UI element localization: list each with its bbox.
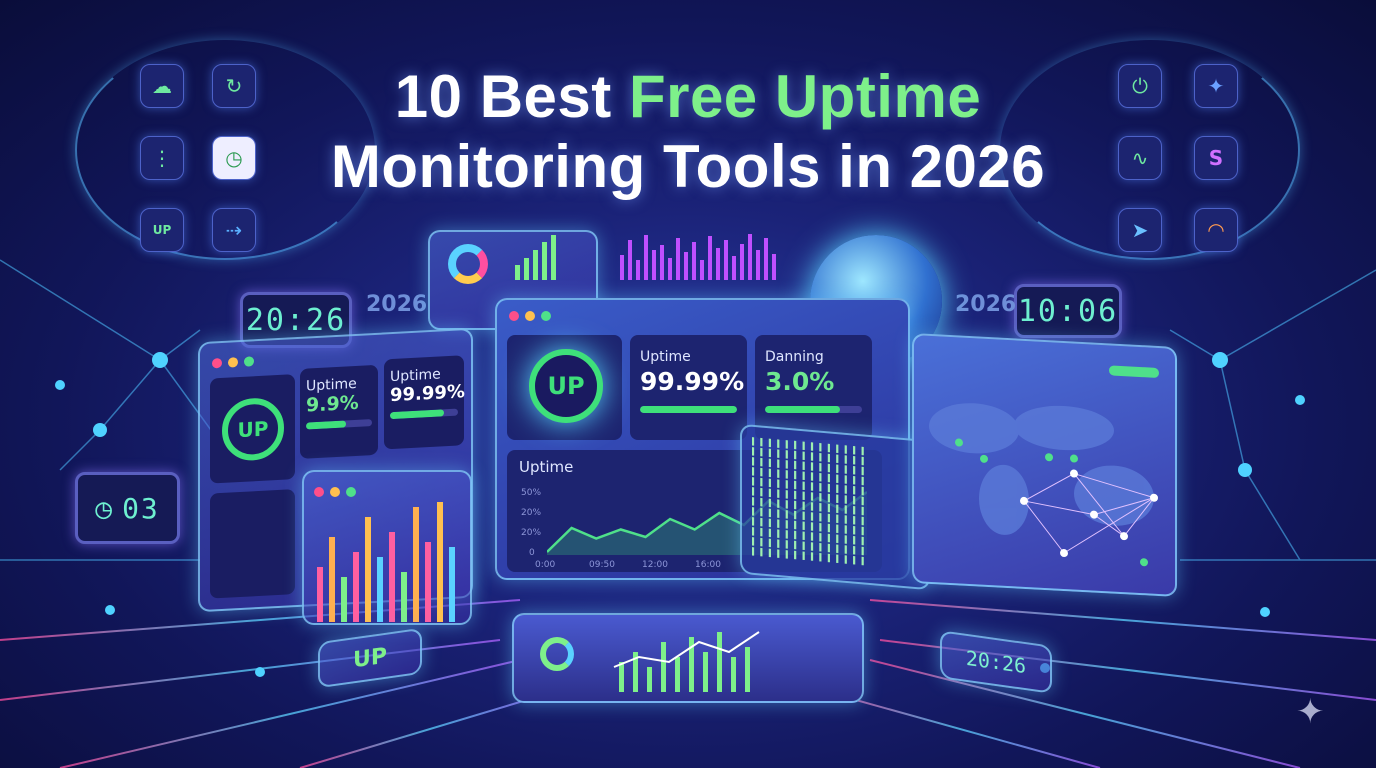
code-log-panel: ▌ ▌ ▌ ▌ ▌ ▌ ▌ ▌ ▌ ▌ ▌ ▌ ▌ ▌ ▌ ▌ ▌ ▌ ▌ ▌ … [740, 423, 930, 591]
sparkle-icon: ✦ [1296, 692, 1325, 732]
clock-right: 10:06 [1014, 284, 1122, 338]
card-value: 99.99% [640, 367, 745, 396]
bird-wing-icon: ➤ [1118, 208, 1162, 252]
progress-bar [640, 406, 737, 413]
title-line-2: Monitoring Tools in 2026 [330, 133, 1046, 200]
title-highlight: Free Uptime [628, 63, 982, 130]
left-glow-arc [75, 40, 375, 260]
window-controls [509, 306, 557, 325]
colorful-bar-chart [317, 502, 455, 622]
world-map-panel [912, 333, 1177, 597]
progress-bar [765, 406, 862, 413]
network-map [929, 403, 1158, 567]
card-value: 9.9% [306, 391, 359, 417]
x-tick: 12:00 [642, 560, 668, 570]
x-tick: 09:50 [589, 560, 615, 570]
status-toggle [1109, 365, 1159, 379]
up-status-ring: UP [529, 349, 603, 423]
x-tick: 16:00 [695, 560, 721, 570]
y-tick: 50% [521, 488, 542, 498]
year-left: 2026 [366, 292, 428, 317]
top-bar-charts [515, 234, 776, 280]
donut-chart [448, 244, 488, 284]
tablet-bar-chart [613, 631, 760, 692]
bird-logo-icon: ✦ [1194, 64, 1238, 108]
bottom-tablet [512, 613, 864, 703]
donut-chart [540, 637, 574, 671]
uptime-card-1: Uptime 9.9% [300, 364, 378, 459]
arrow-forward-icon: ⇢ [212, 208, 256, 252]
card-label: Uptime [640, 349, 691, 365]
y-tick: 0 [529, 548, 535, 558]
year-right: 2026 [955, 292, 1017, 317]
power-icon: ⏻ [1118, 64, 1162, 108]
card-value: 3.0% [765, 367, 835, 396]
cloud-heartbeat-icon: ☁ [140, 64, 184, 108]
x-tick: 0:00 [535, 560, 556, 570]
log-text: ▌ ▌ ▌ ▌ ▌ ▌ ▌ ▌ ▌ ▌ ▌ ▌ ▌ ▌ ▌ ▌ ▌ ▌ ▌ ▌ … [752, 437, 866, 566]
window-controls [212, 351, 260, 373]
network-node-icon: ⋮ [140, 136, 184, 180]
danning-card: Danning 3.0% [755, 335, 872, 440]
title-line-1: 10 Best Free Uptime [0, 62, 1376, 131]
up-badge-icon: UP [140, 208, 184, 252]
log-card [210, 489, 295, 599]
y-tick: 20% [521, 508, 542, 518]
status-card: UP [210, 374, 295, 484]
status-card: UP [507, 335, 622, 440]
check-refresh-icon: ↻ [212, 64, 256, 108]
window-controls [314, 482, 362, 501]
gauge-icon: ◠ [1194, 208, 1238, 252]
title-prefix: 10 Best [394, 63, 629, 130]
progress-bar [390, 408, 458, 420]
y-tick: 20% [521, 528, 542, 538]
right-glow-arc [1000, 40, 1300, 260]
bar-chart-panel [302, 470, 472, 625]
clock-small-value: 03 [122, 491, 160, 525]
card-value: 99.99% [390, 381, 465, 407]
s-logo-icon: S [1194, 136, 1238, 180]
chart-title: Uptime [519, 458, 574, 476]
uptime-card: Uptime 99.99% [630, 335, 747, 440]
uptime-clock-icon: ◷ [212, 136, 256, 180]
card-label: Danning [765, 349, 824, 365]
clock-small: ◷ 03 [75, 472, 180, 544]
pulse-icon: ∿ [1118, 136, 1162, 180]
up-status-ring: UP [222, 396, 284, 462]
progress-bar [306, 419, 372, 430]
clock-face-icon: ◷ [95, 491, 115, 525]
uptime-card-2: Uptime 99.99% [384, 355, 465, 450]
